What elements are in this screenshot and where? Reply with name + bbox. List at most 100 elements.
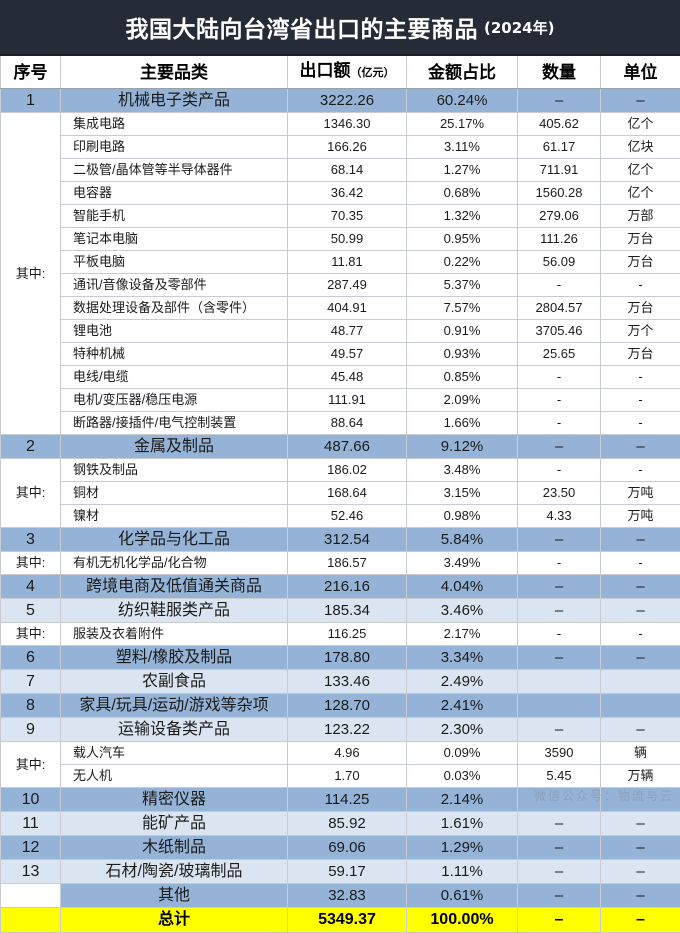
row-unit: –	[601, 646, 680, 670]
row-amount: 312.54	[288, 528, 407, 552]
row-quantity: -	[518, 459, 601, 482]
row-category: 电线/电缆	[61, 366, 288, 389]
row-amount: 52.46	[288, 505, 407, 528]
row-quantity: 111.26	[518, 228, 601, 251]
row-category: 塑料/橡胶及制品	[61, 646, 288, 670]
row-category: 镍材	[61, 505, 288, 528]
row-category: 电容器	[61, 182, 288, 205]
row-category: 通讯/音像设备及零部件	[61, 274, 288, 297]
row-category: 有机无机化学品/化合物	[61, 552, 288, 575]
row-amount: 32.83	[288, 884, 407, 908]
table-header-row: 序号 主要品类 出口额（亿元） 金额占比 数量 单位	[1, 56, 680, 89]
col-header-category: 主要品类	[61, 56, 288, 89]
row-category: 印刷电路	[61, 136, 288, 159]
row-amount: 59.17	[288, 860, 407, 884]
row-amount: 68.14	[288, 159, 407, 182]
row-quantity: -	[518, 274, 601, 297]
row-quantity: 61.17	[518, 136, 601, 159]
row-percent: 3.46%	[407, 599, 518, 623]
row-quantity: 25.65	[518, 343, 601, 366]
row-unit: –	[601, 435, 680, 459]
row-category: 载人汽车	[61, 742, 288, 765]
row-amount: 185.34	[288, 599, 407, 623]
row-quantity: 4.33	[518, 505, 601, 528]
row-category: 笔记本电脑	[61, 228, 288, 251]
row-percent: 0.85%	[407, 366, 518, 389]
row-amount: 287.49	[288, 274, 407, 297]
row-index: 5	[1, 599, 61, 623]
row-amount: 128.70	[288, 694, 407, 718]
row-amount: 404.91	[288, 297, 407, 320]
row-unit: –	[601, 860, 680, 884]
row-amount: 3222.26	[288, 89, 407, 113]
col-header-unit: 单位	[601, 56, 680, 89]
row-quantity: -	[518, 623, 601, 646]
row-index: 11	[1, 812, 61, 836]
row-unit: 亿个	[601, 159, 680, 182]
row-unit: 亿块	[601, 136, 680, 159]
row-percent: 0.95%	[407, 228, 518, 251]
row-quantity: 5.45	[518, 765, 601, 788]
col-header-percent: 金额占比	[407, 56, 518, 89]
row-index: 9	[1, 718, 61, 742]
row-quantity	[518, 788, 601, 812]
row-quantity: 279.06	[518, 205, 601, 228]
col-header-amount-text: 出口额	[300, 61, 351, 80]
row-percent: 5.84%	[407, 528, 518, 552]
row-group-label: 其中:	[1, 552, 61, 575]
row-percent: 0.61%	[407, 884, 518, 908]
row-quantity: 23.50	[518, 482, 601, 505]
row-percent: 0.93%	[407, 343, 518, 366]
row-percent: 3.48%	[407, 459, 518, 482]
row-index: 4	[1, 575, 61, 599]
row-unit	[601, 694, 680, 718]
row-quantity: 1560.28	[518, 182, 601, 205]
row-percent: 1.29%	[407, 836, 518, 860]
row-quantity: –	[518, 646, 601, 670]
page-title: 我国大陆向台湾省出口的主要商品	[126, 10, 479, 44]
row-quantity: 711.91	[518, 159, 601, 182]
row-unit: –	[601, 836, 680, 860]
row-unit: 万个	[601, 320, 680, 343]
col-header-amount: 出口额（亿元）	[288, 56, 407, 89]
row-quantity: -	[518, 552, 601, 575]
row-unit: -	[601, 389, 680, 412]
row-unit: –	[601, 908, 680, 933]
row-amount: 186.02	[288, 459, 407, 482]
row-percent: 2.41%	[407, 694, 518, 718]
row-quantity	[518, 670, 601, 694]
row-category: 总计	[61, 908, 288, 933]
row-index: 2	[1, 435, 61, 459]
row-unit: -	[601, 274, 680, 297]
row-percent: 9.12%	[407, 435, 518, 459]
row-category: 精密仪器	[61, 788, 288, 812]
row-category: 能矿产品	[61, 812, 288, 836]
row-percent: 2.49%	[407, 670, 518, 694]
row-quantity: –	[518, 575, 601, 599]
row-index: 13	[1, 860, 61, 884]
row-percent: 1.11%	[407, 860, 518, 884]
row-quantity: –	[518, 528, 601, 552]
row-category: 铜材	[61, 482, 288, 505]
row-category: 数据处理设备及部件（含零件）	[61, 297, 288, 320]
row-quantity: –	[518, 812, 601, 836]
row-quantity: –	[518, 884, 601, 908]
